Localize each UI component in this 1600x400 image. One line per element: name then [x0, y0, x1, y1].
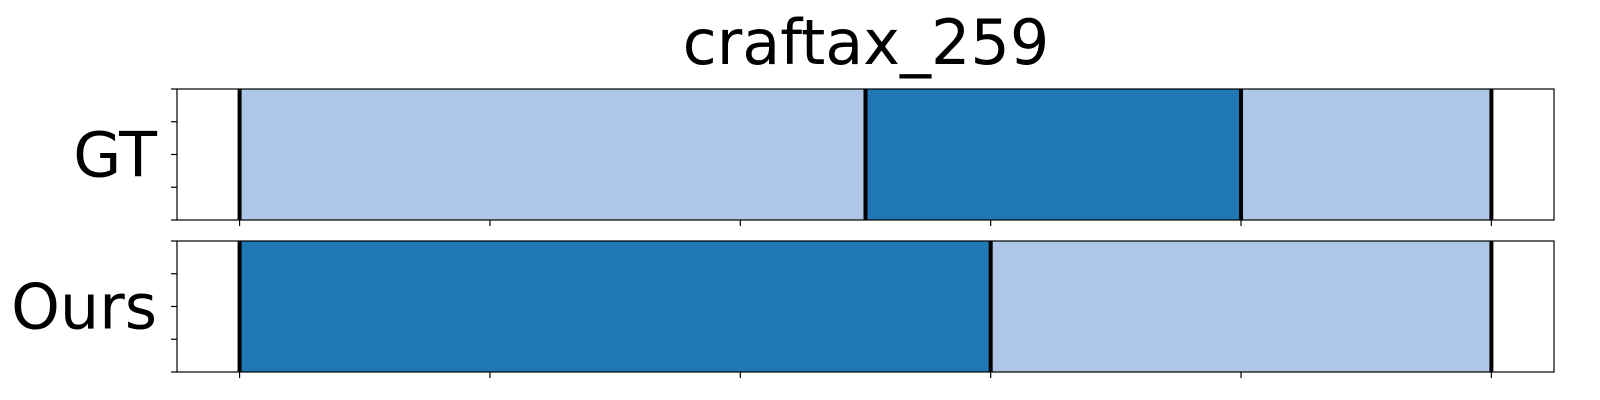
- row-gt: GT: [73, 88, 1555, 226]
- segment-bar: [1241, 89, 1492, 220]
- chart-title: craftax_259: [683, 6, 1050, 79]
- row-label: GT: [73, 119, 158, 192]
- row-label: Ours: [11, 271, 157, 344]
- segment-bar: [239, 89, 866, 220]
- segment-bar: [865, 89, 1242, 220]
- row-ours: Ours: [11, 240, 1555, 378]
- segment-bar: [990, 241, 1492, 372]
- rows-layer: GT Ours: [11, 88, 1555, 378]
- segment-bar: [239, 241, 991, 372]
